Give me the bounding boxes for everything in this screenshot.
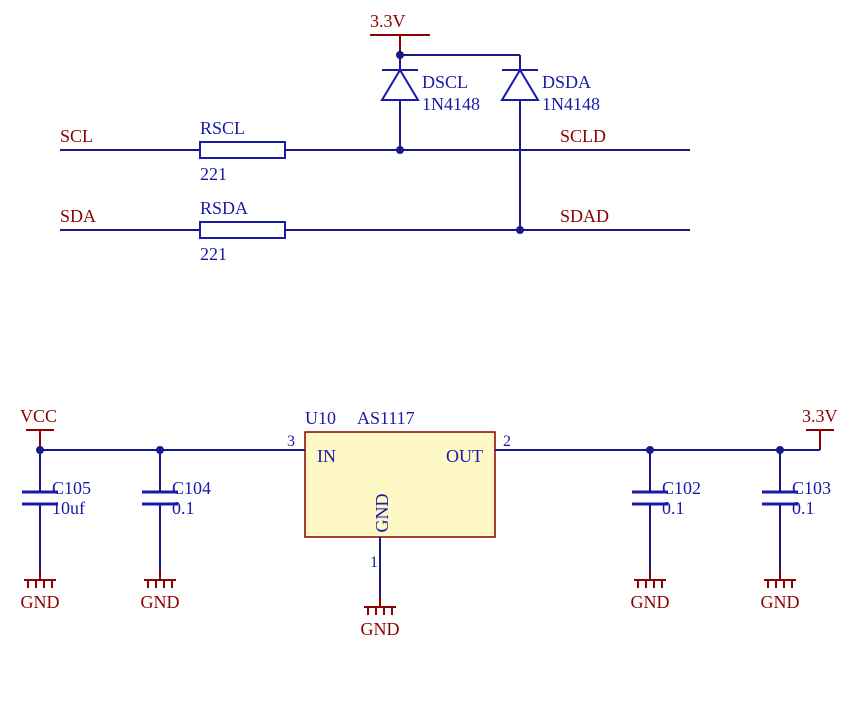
diode-dsda bbox=[502, 70, 538, 100]
netlabel-scl: SCL bbox=[60, 126, 93, 146]
netlabel-sda: SDA bbox=[60, 206, 96, 226]
ic-pinnum-1: 1 bbox=[370, 554, 378, 571]
gnd-c104: GND bbox=[141, 570, 180, 612]
diode-dscl bbox=[382, 70, 418, 100]
ic-pin-gnd: GND bbox=[372, 494, 392, 533]
resistor-rsda: RSDA 221 bbox=[200, 198, 285, 264]
power-3v3-top: 3.3V bbox=[370, 11, 406, 31]
c102-name: C102 bbox=[662, 478, 701, 498]
rscl-value: 221 bbox=[200, 164, 227, 184]
gnd-ic: GND bbox=[361, 597, 400, 639]
gnd-c103-label: GND bbox=[761, 592, 800, 612]
netlabel-scld: SCLD bbox=[560, 126, 606, 146]
ic-part: AS1117 bbox=[357, 408, 415, 428]
c103-value: 0.1 bbox=[792, 498, 815, 518]
capacitor-c103: C1030.1 bbox=[762, 450, 831, 570]
gnd-c105: GND bbox=[21, 570, 60, 612]
dscl-value: 1N4148 bbox=[422, 94, 480, 114]
ic-designator: U10 bbox=[305, 408, 336, 428]
power-vcc: VCC bbox=[20, 406, 57, 426]
gnd-ic-label: GND bbox=[361, 619, 400, 639]
c105-value: 10uf bbox=[52, 498, 85, 518]
capacitor-c105: C10510uf bbox=[22, 450, 91, 570]
netlabel-sdad: SDAD bbox=[560, 206, 609, 226]
c102-value: 0.1 bbox=[662, 498, 685, 518]
gnd-c103: GND bbox=[761, 570, 800, 612]
c103-name: C103 bbox=[792, 478, 831, 498]
capacitor-c104: C1040.1 bbox=[142, 450, 211, 570]
capacitor-c102: C1020.1 bbox=[632, 450, 701, 570]
gnd-c104-label: GND bbox=[141, 592, 180, 612]
resistor-rscl: RSCL 221 bbox=[200, 118, 285, 184]
ic-pinnum-3: 3 bbox=[287, 433, 295, 450]
gnd-c102-label: GND bbox=[631, 592, 670, 612]
dsda-name: DSDA bbox=[542, 72, 591, 92]
rscl-name: RSCL bbox=[200, 118, 245, 138]
rsda-name: RSDA bbox=[200, 198, 248, 218]
c104-name: C104 bbox=[172, 478, 211, 498]
dscl-name: DSCL bbox=[422, 72, 468, 92]
ic-pin-in: IN bbox=[317, 446, 336, 466]
gnd-c105-label: GND bbox=[21, 592, 60, 612]
power-3v3-right: 3.3V bbox=[802, 406, 838, 426]
ic-pinnum-2: 2 bbox=[503, 433, 511, 450]
c104-value: 0.1 bbox=[172, 498, 195, 518]
dsda-value: 1N4148 bbox=[542, 94, 600, 114]
gnd-c102: GND bbox=[631, 570, 670, 612]
rsda-value: 221 bbox=[200, 244, 227, 264]
schematic-canvas: SCLRSCL221SCLDSDARSDA221SDAD3.3VDSCL1N41… bbox=[0, 0, 856, 702]
ic-pin-out: OUT bbox=[446, 446, 483, 466]
c105-name: C105 bbox=[52, 478, 91, 498]
